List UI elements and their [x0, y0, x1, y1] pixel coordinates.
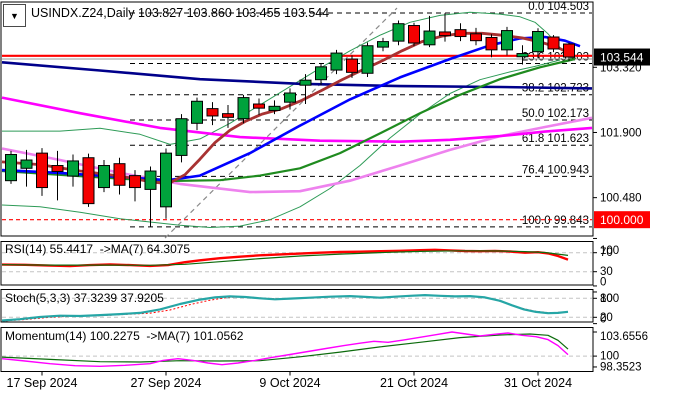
candle-bullish [532, 30, 544, 53]
candle-bearish [113, 163, 126, 186]
candle-bullish [98, 165, 110, 189]
candle-bullish [144, 170, 157, 190]
candle-bearish [222, 113, 234, 118]
ma-magenta [1, 96, 593, 143]
rsi-scale-label: 70 [600, 247, 613, 259]
candle-bearish [439, 31, 451, 37]
candle-bullish [175, 118, 188, 156]
candle-bearish [346, 58, 358, 73]
floor-price-box [594, 211, 650, 229]
candle-bearish [82, 157, 95, 205]
floor-price-text: 100.000 [600, 213, 644, 227]
price-axis-label: 101.900 [600, 127, 642, 139]
candle-bullish [361, 45, 374, 74]
current-price-text: 103.544 [600, 51, 644, 65]
date-axis-label: 27 Sep 2024 [131, 376, 202, 390]
candle-bearish [253, 103, 265, 109]
mom-panel-border [0, 327, 594, 372]
stoch-main-line [1, 294, 569, 322]
mom-scale-label: 103.6556 [600, 331, 648, 343]
stoch-scale-label: 20 [600, 312, 613, 324]
candle-bearish [470, 33, 482, 42]
candle-bullish [160, 152, 172, 208]
bollinger-lower-band [1, 59, 561, 228]
stoch-scale-label: 0 [600, 314, 606, 326]
candle-bearish [206, 108, 219, 117]
date-axis-label: 17 Sep 2024 [7, 376, 78, 390]
momentum-ma-line [1, 333, 569, 363]
candle-bullish [330, 52, 343, 71]
candle-bullish [501, 30, 513, 51]
fib-level-label: 0.0 104.503 [528, 1, 589, 13]
rsi-indicator-label: RSI(14) 55.4417 ->MA(7) 64.3075 [5, 242, 191, 256]
fib-level-label: 76.4 100.943 [522, 164, 589, 176]
fib-level-label: 100.0 99.843 [522, 215, 589, 227]
stoch-scale-label: 100 [600, 293, 619, 305]
chart-title: USINDX.Z24,Daily 103.827 103.860 103.455… [31, 6, 330, 20]
candle-bullish [5, 154, 17, 182]
bollinger-upper-band [2, 11, 573, 145]
stoch-indicator-label: Stoch(5,3,3) 37.3239 37.9205 [5, 291, 164, 305]
ma-navy [1, 61, 593, 90]
mom-scale-label: 98.3523 [600, 361, 642, 373]
momentum-line [1, 331, 569, 367]
fib-level-label: 23.6 103.403 [522, 51, 589, 63]
rsi-ma-line [1, 250, 569, 266]
dropdown-arrow-icon: ▼ [10, 10, 19, 21]
candle-bullish [423, 30, 436, 46]
main-panel-border [0, 1, 594, 237]
rsi-scale-label: 100 [600, 245, 619, 257]
candle-bearish [129, 175, 141, 189]
candle-bearish [485, 36, 498, 51]
mom-scale-label: 100 [600, 351, 619, 363]
candle-bullish [315, 66, 327, 81]
stoch-scale-label: 80 [600, 293, 613, 305]
price-axis-label: 100.480 [600, 193, 642, 205]
date-axis-label: 9 Oct 2024 [259, 376, 320, 390]
candle-bullish [299, 79, 312, 86]
candle-bearish [36, 152, 48, 189]
candle-bullish [392, 23, 405, 42]
ma-brown [1, 31, 571, 186]
rsi-panel-border [0, 241, 594, 286]
symbol-dropdown-button[interactable]: ▼ [3, 4, 26, 27]
candle-bearish [454, 29, 467, 38]
rsi-scale-label: 0 [600, 277, 606, 289]
candle-bearish [547, 36, 560, 50]
momentum-indicator-label: Momentum(14) 100.2275 ->MA(7) 101.0562 [5, 329, 244, 343]
candle-bearish [408, 25, 420, 44]
candle-bullish [377, 41, 389, 48]
candle-bullish [191, 100, 203, 124]
candle-bullish [67, 160, 79, 177]
candle-bullish [20, 159, 33, 169]
candle-bearish [563, 43, 575, 58]
fib-level-label: 50.0 102.173 [522, 108, 589, 120]
fib-level-label: 61.8 101.623 [522, 133, 589, 145]
stoch-panel-border [0, 289, 594, 323]
current-price-box [594, 48, 650, 66]
date-axis-label: 21 Oct 2024 [380, 376, 448, 390]
candle-bullish [237, 97, 250, 120]
date-axis-label: 31 Oct 2024 [504, 376, 572, 390]
rsi-scale-label: 30 [600, 266, 613, 278]
candle-bearish [51, 165, 64, 172]
candle-bullish [516, 53, 529, 58]
candle-bullish [284, 92, 296, 103]
candle-bullish [268, 105, 281, 111]
